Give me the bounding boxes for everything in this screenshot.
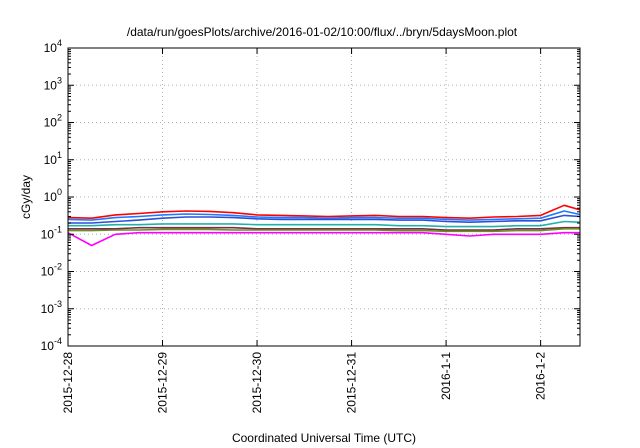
x-tick-label: 2015-12-30: [250, 352, 264, 414]
x-tick-label: 2015-12-31: [345, 352, 359, 414]
y-axis-label: cGy/day: [19, 175, 33, 219]
y-tick-exponent: 0: [57, 187, 62, 197]
series-line-2: [67, 210, 581, 221]
series-line-5: [68, 226, 580, 231]
y-tick-label: 10-3: [41, 299, 62, 316]
y-tick-label: 103: [44, 75, 62, 92]
y-tick-exponent: 3: [57, 75, 62, 85]
x-axis-label: Coordinated Universal Time (UTC): [232, 431, 416, 445]
y-tick-base: 10: [44, 116, 58, 130]
y-tick-exponent: 4: [57, 38, 62, 48]
y-tick-label: 10-1: [41, 224, 62, 241]
series-line-1: [67, 204, 581, 219]
y-tick-label: 102: [44, 113, 62, 130]
y-tick-base: 10: [41, 227, 55, 241]
y-tick-label: 104: [44, 38, 62, 55]
y-tick-base: 10: [41, 302, 55, 316]
series-line-7: [67, 231, 580, 247]
grid: [68, 48, 580, 346]
x-tick-labels: 2015-12-28 2015-12-29 2015-12-30 2015-12-31…: [61, 352, 548, 414]
y-tick-label: 101: [44, 150, 62, 167]
y-tick-exponent: -1: [54, 224, 62, 234]
y-tick-base: 10: [44, 41, 58, 55]
y-tick-base: 10: [41, 339, 55, 353]
y-tick-exponent: 2: [57, 113, 62, 123]
series-line-3: [68, 214, 581, 224]
series-lines: [67, 204, 581, 247]
y-tick-exponent: -4: [54, 336, 62, 346]
y-tick-exponent: -2: [54, 262, 62, 272]
y-tick-exponent: 1: [57, 150, 62, 160]
y-tick-base: 10: [44, 190, 58, 204]
x-tick-label: 2016-1-1: [439, 352, 453, 400]
x-tick-label: 2015-12-28: [61, 352, 75, 414]
series-line-6: [68, 228, 580, 233]
y-tick-base: 10: [44, 153, 58, 167]
chart-title: /data/run/goesPlots/archive/2016-01-02/1…: [127, 25, 518, 39]
series-line-4: [68, 220, 581, 228]
y-tick-exponent: -3: [54, 299, 62, 309]
y-tick-label: 10-4: [41, 336, 62, 353]
plot-frame: [67, 47, 581, 347]
x-tick-label: 2016-1-2: [534, 352, 548, 400]
y-tick-label: 100: [44, 187, 62, 204]
y-tick-base: 10: [44, 78, 58, 92]
y-tick-label: 10-2: [41, 262, 62, 279]
x-tick-label: 2015-12-29: [156, 352, 170, 414]
y-tick-base: 10: [41, 265, 55, 279]
